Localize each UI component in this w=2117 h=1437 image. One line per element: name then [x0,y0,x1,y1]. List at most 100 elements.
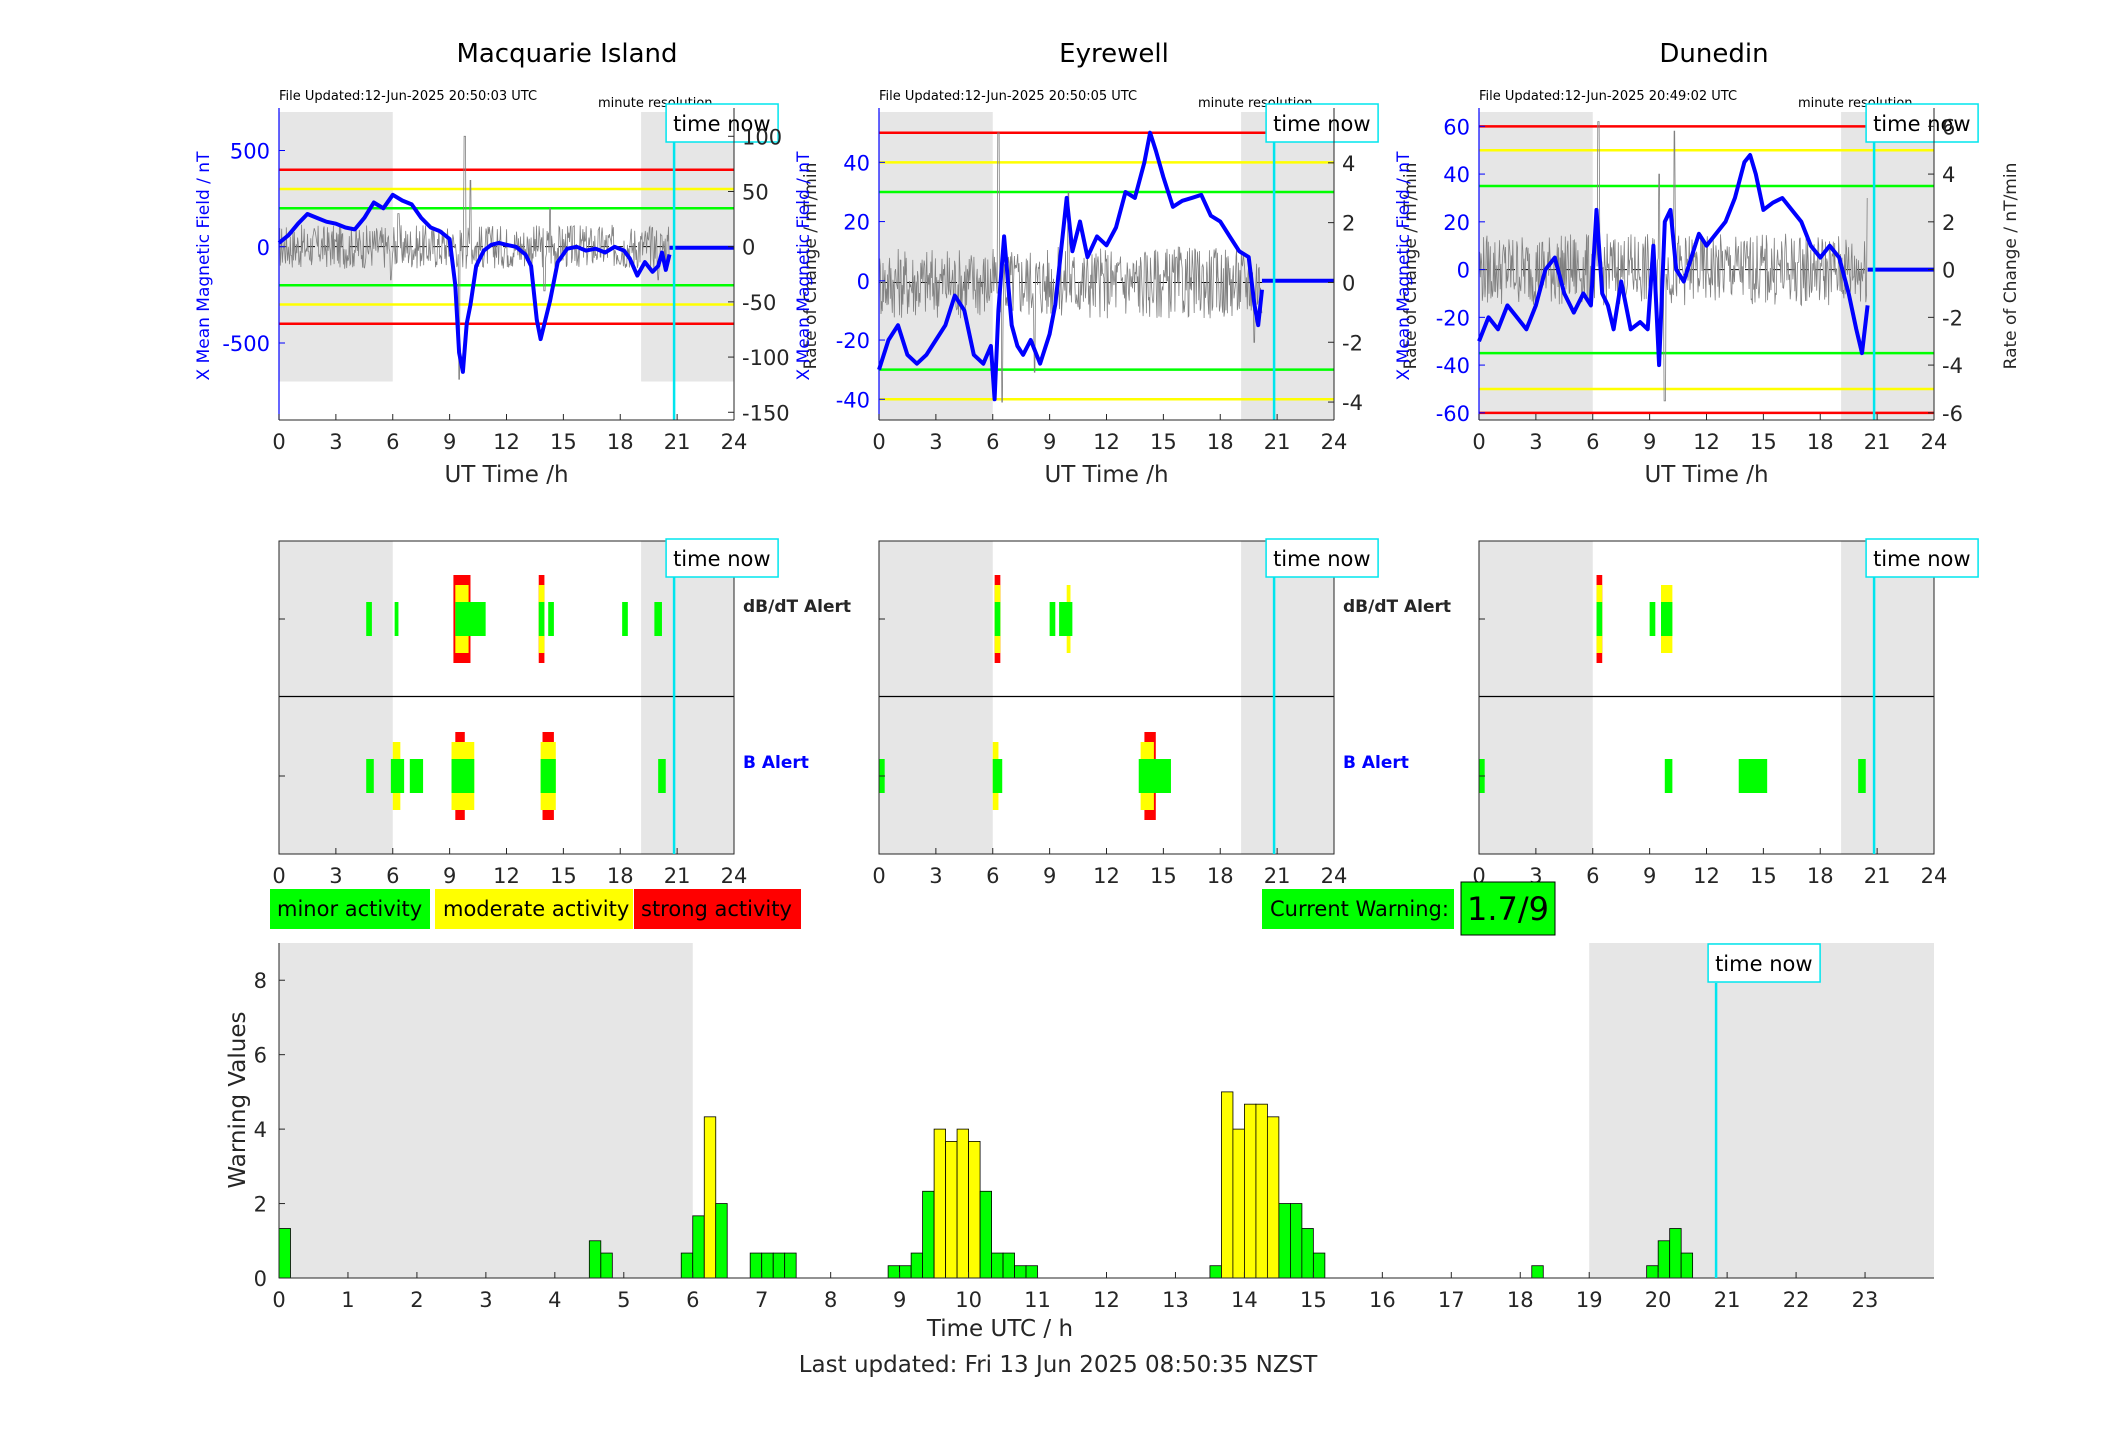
x-tick-label: 18 [1807,430,1834,454]
rate-axis-label: Rate of Change / nT/min [1401,163,1421,370]
x-tick-label: 9 [443,864,456,888]
y-left-tick-label: 40 [843,151,870,175]
y-left-tick-label: -20 [1436,306,1470,330]
alert-night-shade-1 [1841,541,1934,854]
night-shade-0 [279,943,693,1278]
x-tick-label: 8 [824,1288,837,1312]
y-right-tick-label: 4 [1342,152,1355,176]
x-tick-label: 16 [1369,1288,1396,1312]
file-updated-eyrewell: File Updated:12-Jun-2025 20:50:05 UTC [879,89,1137,104]
night-shade-1 [1241,112,1334,420]
b-alert-block-g [1738,759,1768,793]
x-tick-label: 10 [955,1288,982,1312]
x-tick-label: 12 [493,430,520,454]
y-right-tick-label: -2 [1342,331,1363,355]
x-tick-label: 3 [329,864,342,888]
legend-swatch-moderate [435,889,633,929]
time-now-label-box [1865,538,1979,578]
dbdt-alert-block-g [1661,602,1673,636]
y-right-tick-label: -150 [742,401,790,425]
bottom-xlabel: Time UTC / h [926,1316,1073,1342]
y-tick-label: 4 [254,1118,267,1142]
warning-bar [1255,1103,1268,1279]
dunedin-field-panel: Dunedin File Updated:12-Jun-2025 20:49:0… [1394,39,2021,488]
file-updated-macquarie: File Updated:12-Jun-2025 20:50:03 UTC [279,89,537,104]
b-alert-block-g [1138,759,1171,793]
x-tick-label: 24 [1321,864,1348,888]
activity-legend: minor activity moderate activity strong … [270,889,801,929]
warning-bar [1680,1252,1694,1279]
warning-bar [784,1252,797,1279]
x-tick-label: 21 [1714,1288,1741,1312]
alert-night-shade-1 [1241,541,1334,854]
current-warning-value: 1.7/9 [1467,890,1549,928]
x-tick-label: 18 [1807,864,1834,888]
dbdt-alert-block-g [1596,602,1603,636]
y-left-tick-label: 0 [857,270,870,294]
warning-bar [922,1190,935,1279]
current-warning-value-box [1460,881,1556,936]
macquarie-alert-panel: dB/dT Alert B Alert time now 0 3 6 9 12 15 18 21… [272,538,851,888]
ut-time-axis-label: UT Time /h [444,462,568,488]
x-tick-label: 15 [1300,1288,1327,1312]
time-now-label-box [1865,103,1979,143]
panel-title-macquarie: Macquarie Island [456,39,677,69]
x-tick-label: 21 [664,430,691,454]
warning-bar [1014,1265,1027,1279]
time-now-label: time now [1715,952,1812,976]
dbdt-alert-block-g [548,602,554,636]
dbdt-alert-block-g [654,602,662,636]
warning-bar [749,1252,763,1279]
warning-bar [761,1252,774,1279]
mean-field-line [277,192,672,374]
x-tick-label: 5 [617,1288,630,1312]
legend-strong: strong activity [641,897,792,921]
warning-bar [1657,1240,1671,1279]
x-tick-label: 24 [1921,430,1948,454]
x-tick-label: 0 [872,430,885,454]
mean-field-line [1477,153,1870,368]
warning-bar [979,1190,992,1279]
warning-bar [278,1228,291,1279]
warning-bar [956,1128,969,1279]
x-tick-label: 6 [1586,864,1599,888]
b-alert-block-g [409,759,424,793]
warning-bar [1531,1265,1544,1279]
x-tick-label: 12 [1093,430,1120,454]
warning-bar [887,1265,901,1279]
alert-night-shade-1 [641,541,734,854]
x-tick-label: 7 [755,1288,768,1312]
alert-night-shade-0 [879,541,993,854]
dbdt-alert-block-g [1649,602,1656,636]
y-right-tick-label: -100 [742,346,790,370]
warning-bar [1209,1265,1222,1279]
x-tick-label: 6 [986,430,999,454]
warning-values-chart: Time UTC / h Warning Values Last updated… [225,943,1934,1378]
x-tick-label: 21 [664,864,691,888]
x-tick-label: 15 [1750,430,1777,454]
x-tick-label: 6 [386,430,399,454]
warning-bar [1301,1228,1314,1279]
warning-bar [899,1265,912,1279]
y-left-tick-label: 20 [843,211,870,235]
x-tick-label: 9 [893,1288,906,1312]
y-tick-label: 6 [254,1044,267,1068]
y-right-tick-label: 0 [742,236,755,260]
bottom-ylabel: Warning Values [225,1011,251,1188]
dbdt-alert-block-g [622,602,628,636]
x-tick-label: 12 [1693,864,1720,888]
y-tick-label: 0 [254,1267,267,1291]
field-axis-label: X Mean Magnetic Field / nT [1394,151,1414,381]
x-tick-label: 9 [1043,864,1056,888]
x-tick-label: 13 [1162,1288,1189,1312]
x-tick-label: 21 [1264,430,1291,454]
warning-bar [1278,1203,1291,1279]
time-now-label: time now [673,112,770,136]
time-now-label: time now [1873,547,1970,571]
warning-bar [680,1252,694,1279]
warning-bar [1669,1228,1682,1279]
x-tick-label: 4 [548,1288,561,1312]
warning-bar [1002,1252,1015,1279]
y-left-tick-label: -20 [836,329,870,353]
eyrewell-field-panel: Eyrewell File Updated:12-Jun-2025 20:50:… [794,39,1421,488]
